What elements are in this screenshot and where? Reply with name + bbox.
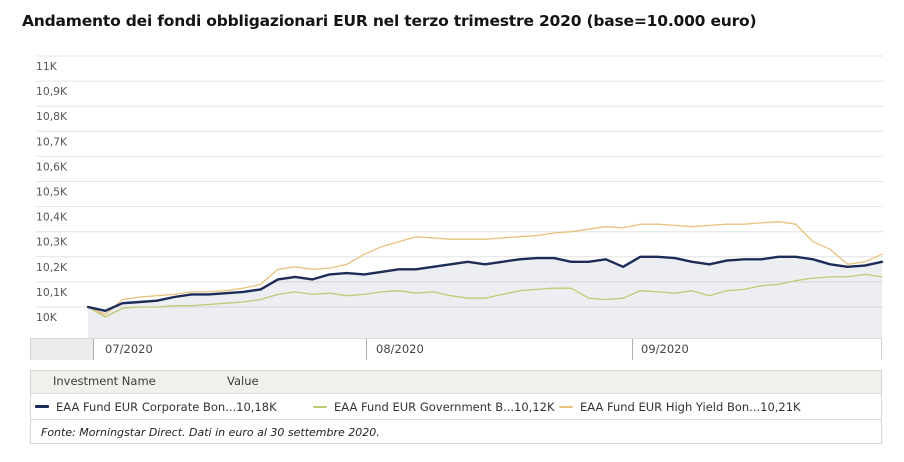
legend-label: EAA Fund EUR High Yield Bon...10,21K	[580, 399, 801, 414]
legend-label: EAA Fund EUR Government B...10,12K	[334, 399, 555, 414]
legend-row: EAA Fund EUR Corporate Bon...10,18K EAA …	[31, 394, 881, 419]
y-tick-label: 10,4K	[36, 211, 68, 224]
legend-entry-government[interactable]: EAA Fund EUR Government B...10,12K	[313, 394, 555, 419]
axis-corner-cell	[31, 339, 93, 360]
x-tick-label: 08/2020	[376, 342, 424, 356]
legend-marker-government	[313, 405, 327, 408]
x-tick-label: 07/2020	[105, 342, 153, 356]
line-corporate	[86, 255, 884, 312]
legend-marker-corporate	[35, 405, 49, 408]
area-corporate	[88, 256, 882, 338]
x-axis: 07/2020 08/2020 09/2020	[30, 338, 882, 360]
column-header-investment-name: Investment Name	[53, 374, 156, 388]
y-tick-label: 11K	[36, 60, 58, 73]
month-tick	[366, 339, 367, 360]
month-tick	[632, 339, 633, 360]
series-lines	[86, 221, 884, 318]
y-tick-label: 10,7K	[36, 135, 68, 148]
y-tick-label: 10,5K	[36, 186, 68, 199]
legend-label: EAA Fund EUR Corporate Bon...10,18K	[56, 399, 277, 414]
y-tick-label: 10K	[36, 311, 58, 324]
series-areas	[88, 256, 882, 338]
line-government	[87, 273, 883, 318]
y-tick-label: 10,9K	[36, 85, 68, 98]
y-tick-labels: 11K 10,9K 10,8K 10,7K 10,6K 10,5K 10,4K 10,3K 10…	[36, 60, 68, 324]
y-tick-label: 10,6K	[36, 160, 68, 173]
y-tick-label: 10,3K	[36, 236, 68, 249]
legend-table-header: Investment Name Value	[31, 371, 881, 394]
y-tick-label: 10,1K	[36, 286, 68, 299]
legend-entry-corporate[interactable]: EAA Fund EUR Corporate Bon...10,18K	[35, 394, 277, 419]
gridlines	[36, 55, 883, 308]
x-tick-label: 09/2020	[641, 342, 689, 356]
line-high-yield	[87, 221, 883, 316]
legend-table: Investment Name Value EAA Fund EUR Corpo…	[30, 370, 882, 444]
source-footer: Fonte: Morningstar Direct. Dati in euro …	[31, 419, 881, 446]
y-tick-label: 10,2K	[36, 261, 68, 274]
column-header-value: Value	[227, 374, 259, 388]
legend-entry-high-yield[interactable]: EAA Fund EUR High Yield Bon...10,21K	[559, 394, 801, 419]
legend-marker-high-yield	[559, 405, 573, 408]
chart-title: Andamento dei fondi obbligazionari EUR n…	[22, 12, 757, 30]
y-tick-label: 10,8K	[36, 110, 68, 123]
month-tick	[93, 339, 94, 360]
line-chart: 11K 10,9K 10,8K 10,7K 10,6K 10,5K 10,4K 10,3K 10…	[36, 55, 884, 338]
